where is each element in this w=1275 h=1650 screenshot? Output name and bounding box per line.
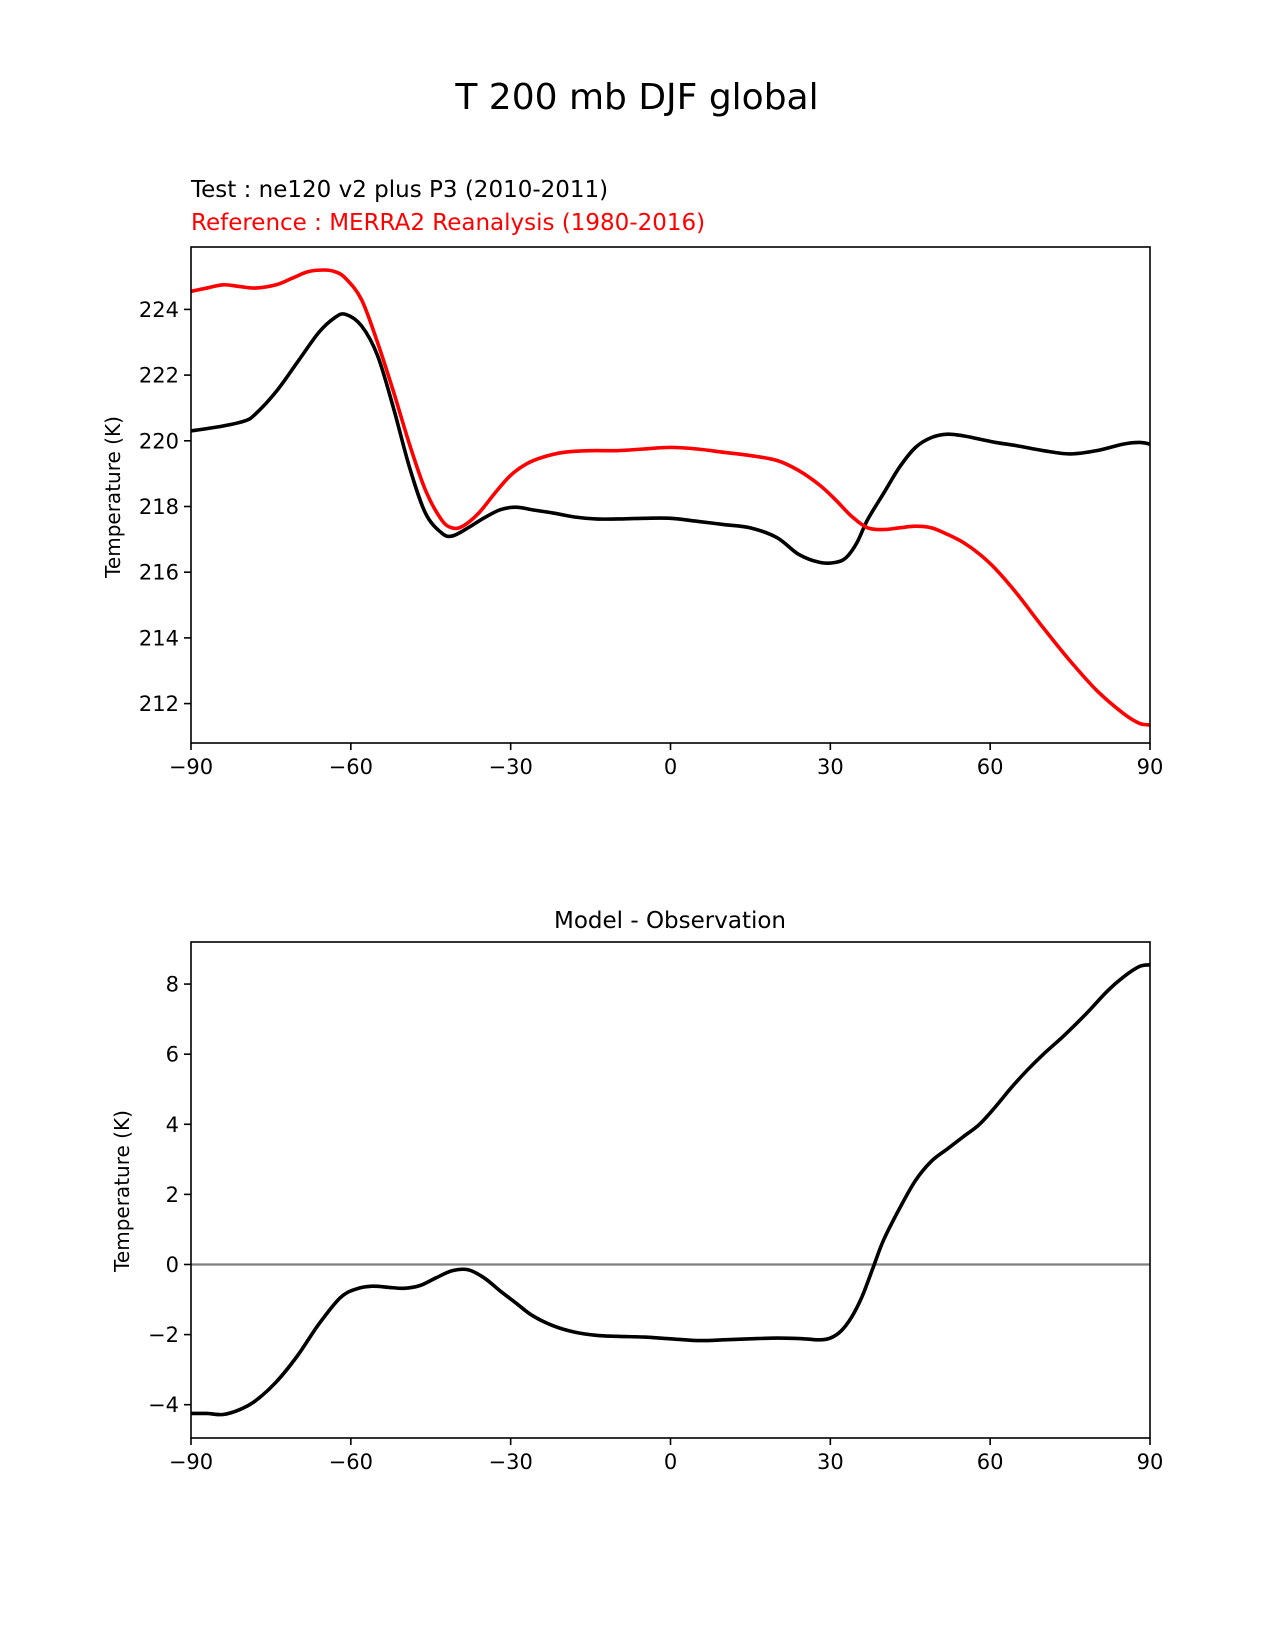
bottom-axis-ticks: −90 −60 −30 0 30 60 90 −4 −2 0 2 4 6 8 bbox=[148, 973, 1163, 1474]
bottom-ytick-label: 8 bbox=[166, 973, 179, 997]
top-xtick-label: 0 bbox=[664, 755, 677, 779]
bottom-xtick-label: −30 bbox=[489, 1450, 533, 1474]
bottom-xtick-label: 90 bbox=[1137, 1450, 1164, 1474]
top-ytick-label: 222 bbox=[139, 364, 179, 388]
bottom-ytick-label: 4 bbox=[166, 1113, 179, 1137]
top-plot-lines bbox=[191, 268, 1150, 727]
top-plot-frame bbox=[190, 246, 1151, 744]
bottom-xtick-label: −90 bbox=[169, 1450, 213, 1474]
top-xtick-label: 30 bbox=[817, 755, 844, 779]
bottom-xtick-label: −60 bbox=[329, 1450, 373, 1474]
bottom-ylabel: Temperature (K) bbox=[110, 1110, 134, 1273]
bottom-ytick-label: 2 bbox=[166, 1183, 179, 1207]
test-label: Test : ne120 v2 plus P3 (2010-2011) bbox=[190, 177, 608, 203]
top-xtick-label: −60 bbox=[329, 755, 373, 779]
bottom-xtick-label: 0 bbox=[664, 1450, 677, 1474]
figure-suptitle: T 200 mb DJF global bbox=[454, 77, 818, 118]
bottom-series-line-0 bbox=[191, 962, 1150, 1417]
bottom-ytick-label: 6 bbox=[166, 1043, 179, 1067]
top-xtick-label: −90 bbox=[169, 755, 213, 779]
bottom-panel: Model - Observation Temperature (K) −90−… bbox=[110, 908, 1163, 1474]
bottom-ytick-label: −2 bbox=[148, 1323, 179, 1347]
top-ytick-label: 220 bbox=[139, 429, 179, 453]
reference-label: Reference : MERRA2 Reanalysis (1980-2016… bbox=[191, 210, 705, 236]
top-axis-ticks: −90 −60 −30 0 30 60 90 212 214 216 218 220 222 224 bbox=[139, 298, 1163, 779]
top-series-line-0 bbox=[191, 312, 1150, 565]
top-ytick-label: 212 bbox=[139, 692, 179, 716]
top-xtick-label: 90 bbox=[1137, 755, 1164, 779]
top-ytick-label: 224 bbox=[139, 298, 179, 322]
top-xtick-label: 60 bbox=[977, 755, 1004, 779]
bottom-plot-lines bbox=[191, 962, 1150, 1417]
top-panel: Test : ne120 v2 plus P3 (2010-2011) Refe… bbox=[101, 177, 1163, 779]
top-ylabel: Temperature (K) bbox=[101, 416, 125, 579]
top-ytick-label: 218 bbox=[139, 495, 179, 519]
top-ytick-label: 214 bbox=[139, 626, 179, 650]
bottom-ytick-label: 0 bbox=[166, 1253, 179, 1277]
bottom-plot-frame bbox=[190, 941, 1151, 1439]
top-series-line-1 bbox=[191, 268, 1150, 727]
bottom-title: Model - Observation bbox=[554, 908, 786, 934]
bottom-ytick-label: −4 bbox=[148, 1393, 179, 1417]
top-xtick-label: −30 bbox=[489, 755, 533, 779]
bottom-xtick-label: 60 bbox=[977, 1450, 1004, 1474]
bottom-xtick-label: 30 bbox=[817, 1450, 844, 1474]
top-ytick-label: 216 bbox=[139, 561, 179, 585]
